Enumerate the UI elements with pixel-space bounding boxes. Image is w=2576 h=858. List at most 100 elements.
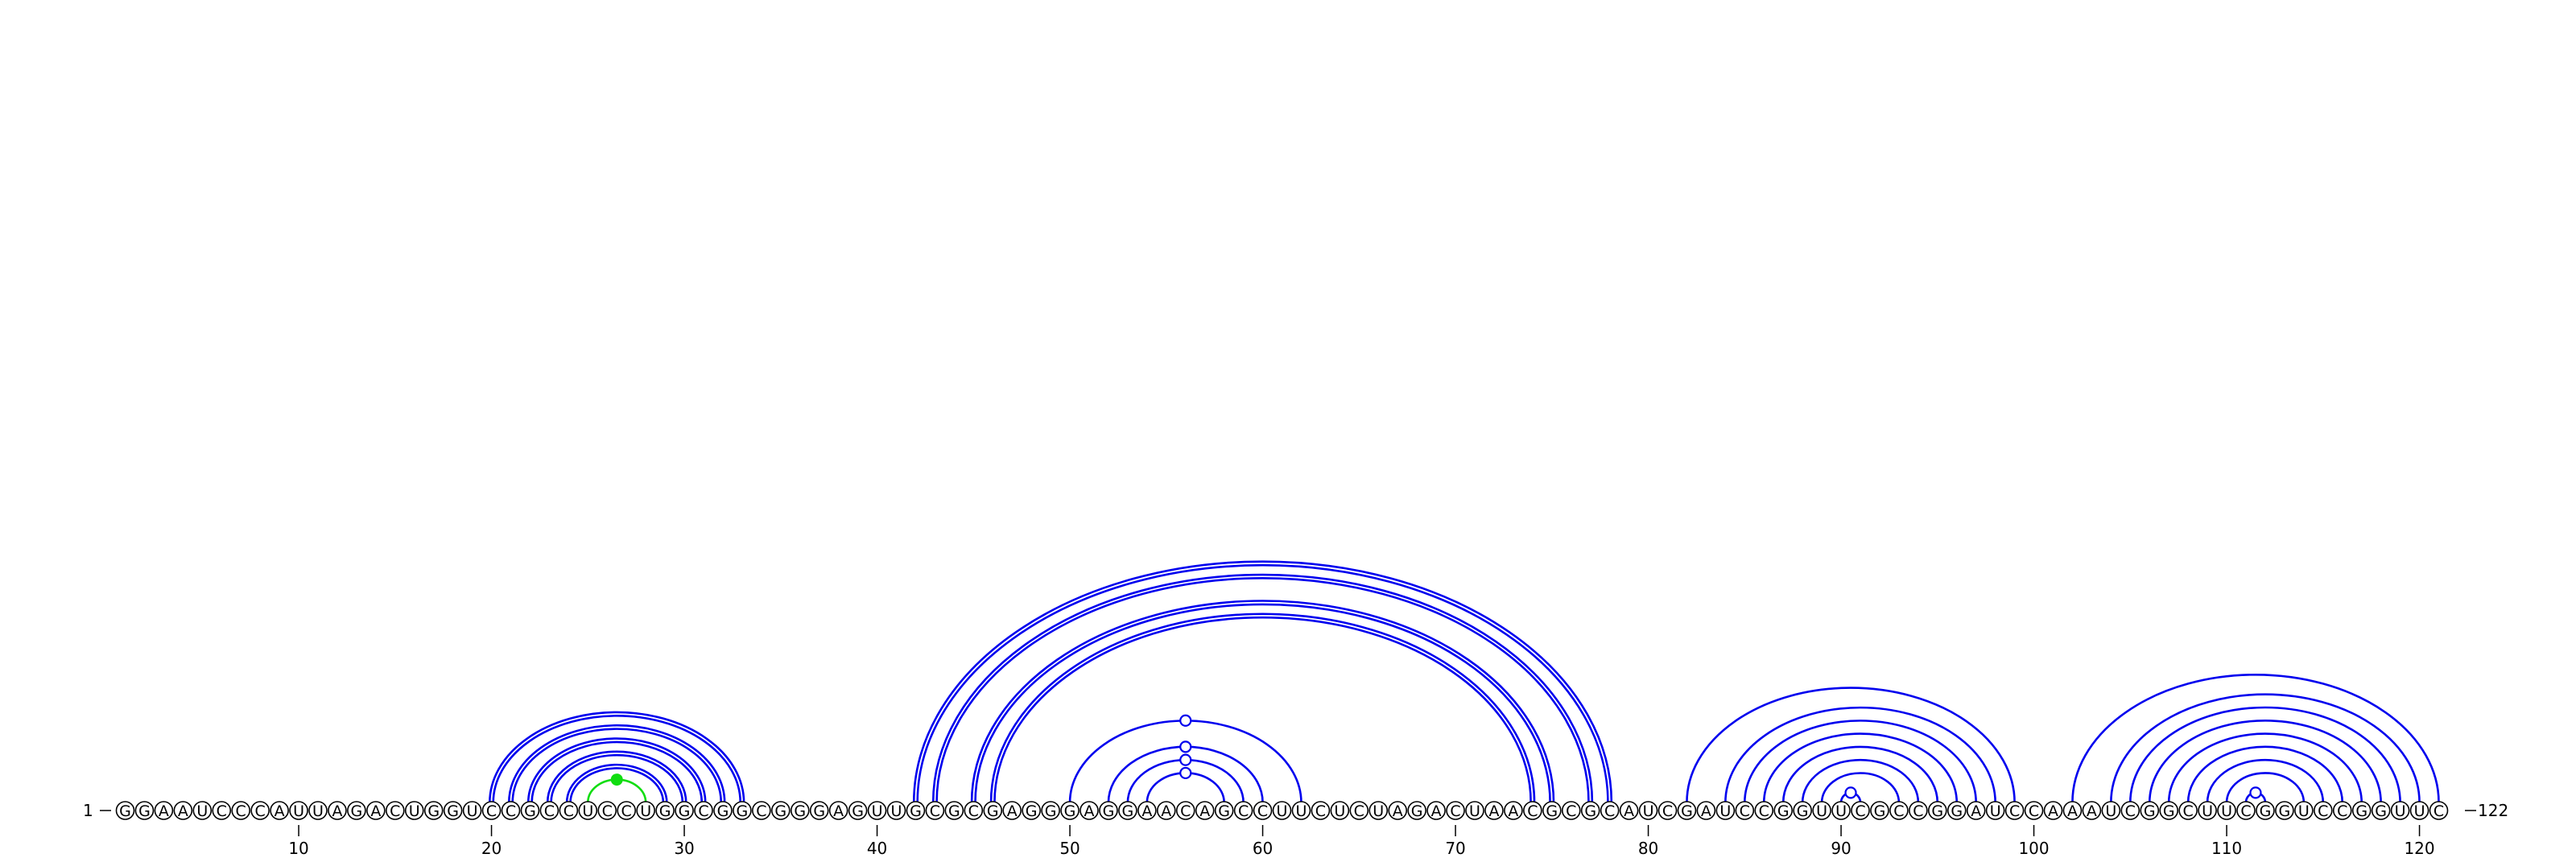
nucleotide-circle-94 bbox=[1909, 801, 1928, 820]
nucleotide-96: G bbox=[1951, 802, 1963, 820]
nucleotide-circle-65 bbox=[1349, 801, 1369, 820]
nucleotide-circle-16 bbox=[404, 801, 424, 820]
nucleotide-33: G bbox=[737, 802, 749, 820]
arc-24-29-outer bbox=[565, 763, 668, 803]
nucleotide-circle-60 bbox=[1253, 801, 1273, 820]
nucleotide-4: A bbox=[178, 802, 188, 820]
nucleotide-circle-57 bbox=[1195, 801, 1215, 820]
nucleotide-118: G bbox=[2375, 802, 2387, 820]
nucleotide-circle-102 bbox=[2062, 801, 2083, 820]
nucleotide-circle-43 bbox=[925, 801, 945, 820]
nucleotide-106: G bbox=[2144, 802, 2156, 820]
tick-label-30: 30 bbox=[674, 839, 694, 858]
nucleotide-circle-90 bbox=[1831, 801, 1851, 820]
tick-label-20: 20 bbox=[481, 839, 502, 858]
nucleotide-31: C bbox=[698, 802, 708, 820]
nucleotide-circle-7 bbox=[231, 801, 251, 820]
nucleotide-circle-10 bbox=[289, 801, 308, 820]
nucleotide-90: U bbox=[1835, 802, 1847, 820]
nucleotide-104: U bbox=[2105, 802, 2116, 820]
nucleotide-circle-95 bbox=[1928, 801, 1947, 820]
nucleotide-circle-74 bbox=[1523, 801, 1542, 820]
nucleotide-circle-55 bbox=[1157, 801, 1176, 820]
nucleotide-circle-39 bbox=[848, 801, 868, 820]
arc-23-30-outer bbox=[546, 750, 687, 803]
tick-label-50: 50 bbox=[1059, 839, 1080, 858]
nucleotide-115: C bbox=[2318, 802, 2328, 820]
arc-20-33-inner bbox=[492, 715, 741, 803]
tick-label-10: 10 bbox=[288, 839, 308, 858]
nucleotide-81: C bbox=[1662, 802, 1673, 820]
nucleotide-circle-111 bbox=[2236, 801, 2256, 820]
tick-label-70: 70 bbox=[1445, 839, 1465, 858]
nucleotide-circle-93 bbox=[1889, 801, 1909, 820]
nucleotide-circle-82 bbox=[1677, 801, 1697, 820]
nucleotide-circle-24 bbox=[559, 801, 579, 820]
nucleotide-61: U bbox=[1277, 802, 1288, 820]
nucleotide-92: G bbox=[1874, 802, 1886, 820]
arc-marker-dot-25-28 bbox=[610, 773, 623, 786]
nucleotide-72: A bbox=[1488, 802, 1499, 820]
nucleotide-23: C bbox=[544, 802, 555, 820]
tick-label-80: 80 bbox=[1638, 839, 1658, 858]
nucleotide-9: A bbox=[275, 802, 285, 820]
nucleotide-116: C bbox=[2337, 802, 2347, 820]
nucleotide-circle-32 bbox=[713, 801, 733, 820]
nucleotide-circle-103 bbox=[2082, 801, 2102, 820]
base-pair-arcs bbox=[489, 560, 2440, 803]
nucleotide-circle-62 bbox=[1291, 801, 1311, 820]
nucleotide-circle-115 bbox=[2314, 801, 2333, 820]
arc-88-94 bbox=[1801, 758, 1920, 803]
nucleotide-6: C bbox=[217, 802, 227, 820]
arc-43-77-inner bbox=[935, 577, 1590, 803]
nucleotide-circle-27 bbox=[617, 801, 637, 820]
nucleotide-circle-104 bbox=[2101, 801, 2121, 820]
nucleotide-circle-53 bbox=[1118, 801, 1137, 820]
nucleotide-58: G bbox=[1218, 802, 1230, 820]
nucleotide-25: U bbox=[582, 802, 593, 820]
nucleotide-80: U bbox=[1643, 802, 1654, 820]
nucleotide-circle-5 bbox=[192, 801, 213, 820]
nucleotide-27: C bbox=[621, 802, 632, 820]
nucleotide-circle-41 bbox=[886, 801, 906, 820]
nucleotide-circle-11 bbox=[308, 801, 328, 820]
nucleotide-circle-109 bbox=[2198, 801, 2217, 820]
nucleotide-49: G bbox=[1045, 802, 1057, 820]
nucleotide-1: G bbox=[119, 802, 131, 820]
nucleotide-39: G bbox=[852, 802, 864, 820]
arc-53-59 bbox=[1126, 758, 1245, 803]
nucleotide-100: C bbox=[2029, 802, 2039, 820]
arc-89-93 bbox=[1820, 772, 1901, 803]
nucleotide-circle-114 bbox=[2294, 801, 2314, 820]
nucleotide-circle-80 bbox=[1638, 801, 1658, 820]
nucleotide-14: A bbox=[370, 802, 381, 820]
nucleotide-circle-35 bbox=[770, 801, 791, 820]
arc-46-74-inner bbox=[993, 616, 1532, 803]
nucleotide-79: A bbox=[1624, 802, 1634, 820]
nucleotide-70: C bbox=[1450, 802, 1460, 820]
arc-87-95 bbox=[1781, 745, 1939, 803]
nucleotide-circle-72 bbox=[1484, 801, 1504, 820]
nucleotide-circle-76 bbox=[1561, 801, 1581, 820]
nucleotide-circle-121 bbox=[2429, 801, 2449, 820]
nucleotide-16: U bbox=[409, 802, 420, 820]
nucleotide-circle-91 bbox=[1851, 801, 1870, 820]
nucleotide-112: G bbox=[2260, 802, 2272, 820]
nucleotide-circle-29 bbox=[655, 801, 675, 820]
nucleotide-circle-85 bbox=[1735, 801, 1755, 820]
nucleotide-circle-18 bbox=[443, 801, 463, 820]
nucleotide-circle-40 bbox=[867, 801, 887, 820]
tick-label-120: 120 bbox=[2404, 839, 2434, 858]
nucleotide-32: G bbox=[717, 802, 729, 820]
nucleotide-circle-1 bbox=[115, 801, 135, 820]
nucleotide-circle-49 bbox=[1041, 801, 1060, 820]
nucleotide-circle-63 bbox=[1311, 801, 1331, 820]
nucleotide-circle-105 bbox=[2120, 801, 2140, 820]
nucleotide-circle-86 bbox=[1754, 801, 1774, 820]
nucleotide-15: C bbox=[390, 802, 400, 820]
arc-22-31-outer bbox=[526, 737, 707, 803]
nucleotide-97: A bbox=[1971, 802, 1981, 820]
nucleotide-8: C bbox=[255, 802, 266, 820]
nucleotide-89: U bbox=[1816, 802, 1827, 820]
nucleotide-circle-106 bbox=[2140, 801, 2160, 820]
